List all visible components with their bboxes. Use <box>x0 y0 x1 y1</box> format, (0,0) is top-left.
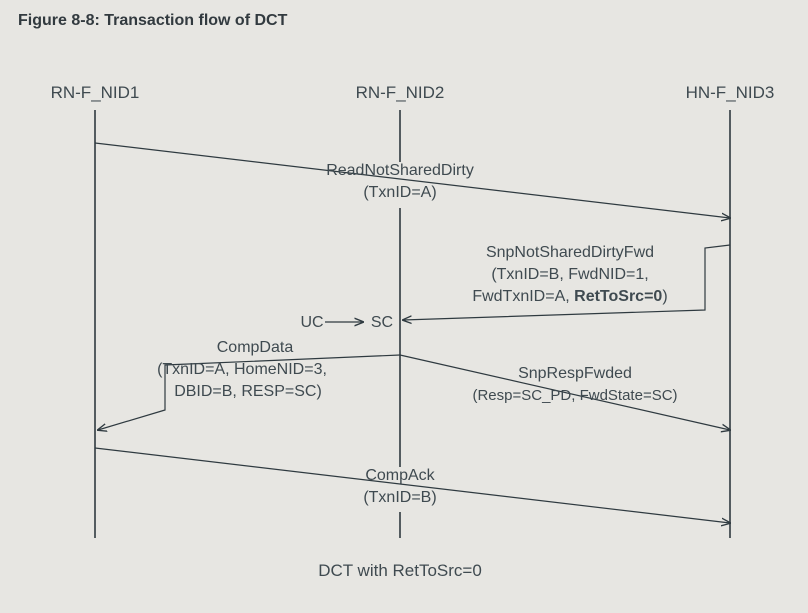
msg-compack-l2: (TxnID=B) <box>363 489 436 506</box>
msg-compdata-l3: DBID=B, RESP=SC) <box>174 383 322 400</box>
arrow-comp-ack <box>95 448 730 523</box>
diagram-caption: DCT with RetToSrc=0 <box>318 561 482 580</box>
arrow-read-not-shared-dirty <box>95 143 730 218</box>
msg-read-not-shared-dirty-l2: (TxnID=A) <box>363 184 436 201</box>
sequence-diagram: RN-F_NID1 RN-F_NID2 HN-F_NID3 ReadNotSha… <box>0 0 808 613</box>
lane-label-rnf1: RN-F_NID1 <box>51 83 140 102</box>
msg-compdata-l2: (TxnID=A, HomeNID=3, <box>157 361 327 378</box>
msg-compack-l1: CompAck <box>365 467 435 484</box>
msg-snprespfwd-l1: SnpRespFwded <box>518 365 632 382</box>
state-from: UC <box>300 314 323 331</box>
msg-snp-bold: RetToSrc=0 <box>574 288 662 305</box>
msg-snp-l2: (TxnID=B, FwdNID=1, <box>491 266 648 283</box>
state-to: SC <box>371 314 393 331</box>
msg-compdata-l1: CompData <box>217 339 294 356</box>
msg-snp-l1: SnpNotSharedDirtyFwd <box>486 244 654 261</box>
msg-read-not-shared-dirty-l1: ReadNotSharedDirty <box>326 162 474 179</box>
msg-snp-l3: FwdTxnID=A, RetToSrc=0) <box>472 288 667 305</box>
msg-snprespfwd-l2: (Resp=SC_PD, FwdState=SC) <box>472 387 677 404</box>
lane-label-rnf2: RN-F_NID2 <box>356 83 445 102</box>
lane-label-hnf3: HN-F_NID3 <box>686 83 775 102</box>
